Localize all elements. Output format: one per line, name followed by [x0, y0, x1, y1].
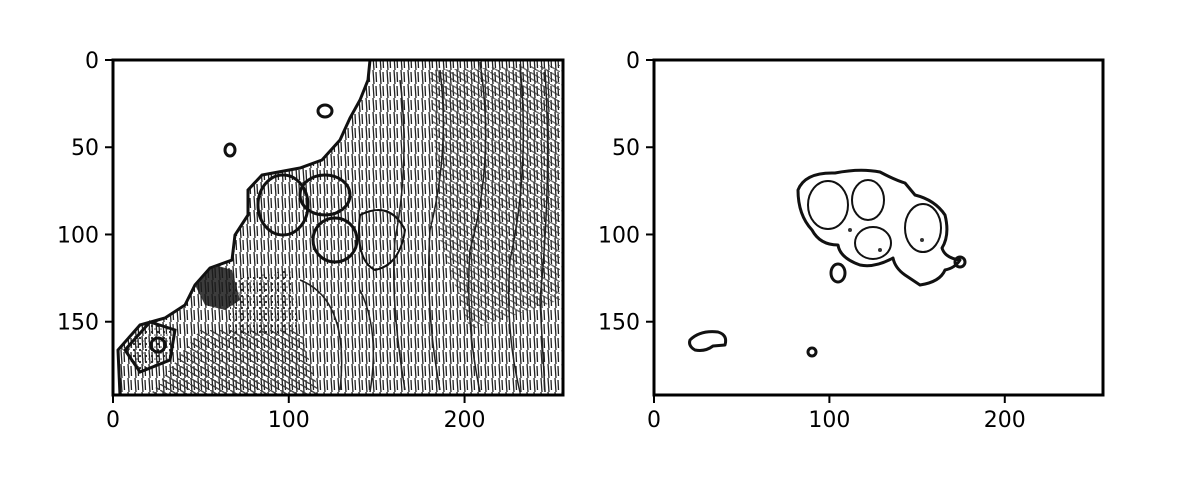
terrain-shading-lower — [150, 330, 320, 395]
left-axes-ticks: 0 100 200 0 50 100 150 — [57, 49, 486, 433]
feature-small-2 — [316, 103, 334, 119]
left-image — [111, 58, 565, 397]
right-y-tick-label-1: 50 — [612, 136, 640, 161]
left-x-tick-label-1: 100 — [268, 408, 310, 433]
mask-speck-2 — [920, 238, 924, 242]
right-x-tick-label-1: 100 — [808, 408, 850, 433]
edge-fragment-3 — [149, 336, 167, 354]
right-y-tick-label-2: 100 — [598, 223, 640, 248]
terrain-shading-right — [430, 65, 560, 330]
mask-blob-small-2 — [953, 255, 967, 269]
strand-5 — [539, 69, 549, 393]
mask-blob-small-1 — [829, 262, 847, 284]
right-x-tick-label-0: 0 — [647, 408, 661, 433]
strand-1 — [393, 79, 406, 391]
left-y-tick-label-2: 100 — [57, 223, 99, 248]
right-x-tick-label-2: 200 — [984, 408, 1026, 433]
left-y-tick-label-1: 50 — [71, 136, 99, 161]
mask-speck-3 — [848, 228, 852, 232]
mask-sub-2 — [851, 179, 885, 221]
feature-small-1 — [223, 142, 237, 158]
edge-fragment-1 — [195, 265, 240, 310]
crater-3 — [311, 216, 359, 264]
left-y-tick-label-0: 0 — [85, 49, 99, 74]
strand-7 — [359, 289, 375, 393]
crater-4 — [358, 209, 406, 271]
right-y-tick-label-3: 150 — [598, 311, 640, 336]
mask-blob-large — [796, 168, 962, 287]
right-y-tick-label-0: 0 — [626, 49, 640, 74]
mask-blob-small-4 — [806, 346, 818, 358]
right-image — [652, 58, 1105, 397]
left-x-tick-label-0: 0 — [106, 408, 120, 433]
terrain-shading-mid — [230, 270, 300, 340]
strand-6 — [299, 279, 343, 391]
crater-2 — [298, 173, 352, 217]
right-axes-ticks: 0 100 200 0 50 100 150 — [598, 49, 1026, 433]
mask-blob-small-3 — [688, 330, 728, 352]
mask-sub-4 — [854, 226, 892, 260]
mask-sub-1 — [807, 180, 849, 230]
strand-4 — [508, 63, 525, 393]
left-y-tick-label-3: 150 — [57, 311, 99, 336]
right-axes-frame — [652, 58, 1105, 397]
left-x-tick-label-2: 200 — [444, 408, 486, 433]
strand-3 — [468, 61, 487, 393]
strand-2 — [428, 69, 445, 391]
mask-sub-3 — [904, 203, 942, 253]
crater-1 — [256, 173, 310, 237]
mask-speck-1 — [878, 248, 882, 252]
left-axes-frame — [111, 58, 565, 397]
